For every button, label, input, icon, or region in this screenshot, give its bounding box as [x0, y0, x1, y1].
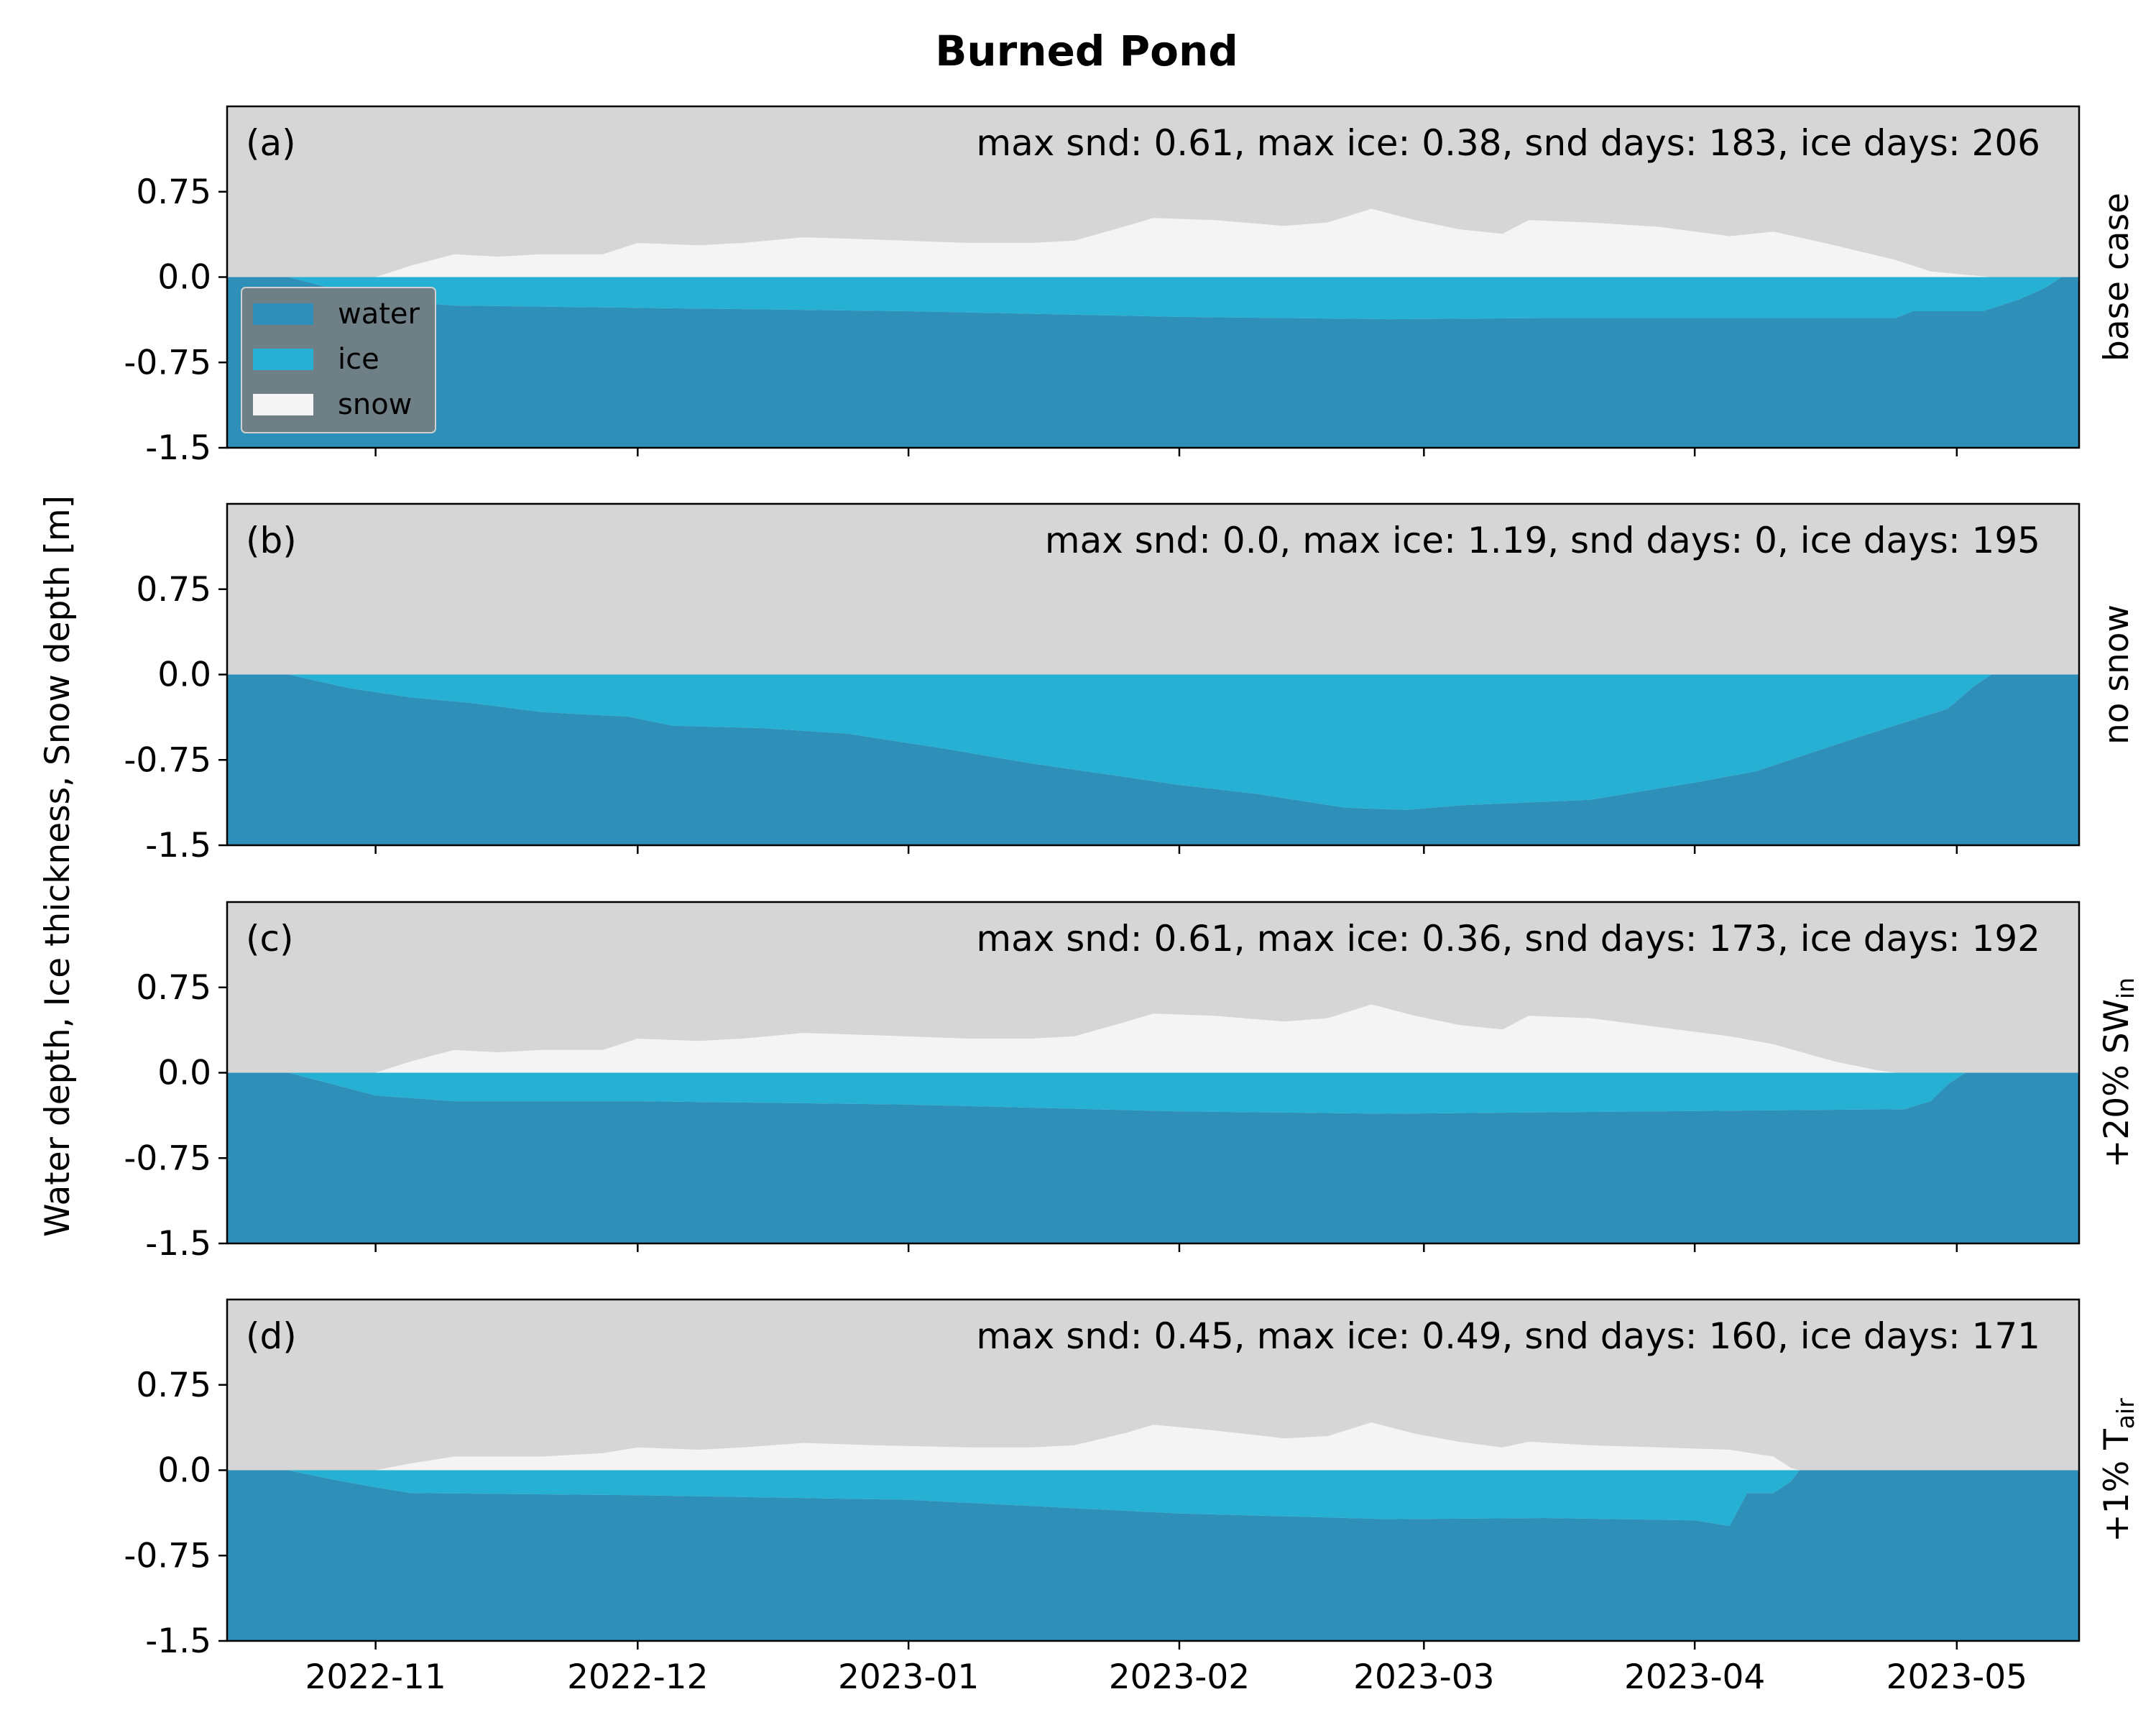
water-area [227, 674, 2079, 845]
y-tick-label: -1.5 [145, 826, 211, 865]
y-tick-label: -0.75 [124, 1536, 211, 1576]
y-tick-label: 0.75 [136, 968, 211, 1008]
water-area [227, 1072, 2079, 1243]
panel-side-label: +20% SWin [2097, 978, 2139, 1168]
x-tick-label: 2022-12 [567, 1657, 708, 1697]
snow-area [227, 208, 2079, 277]
y-tick-label: -1.5 [145, 1224, 211, 1264]
panel-a: 0.75 0.0 -0.75 -1.5 (a) max snd: 0.61, max ic… [124, 105, 2137, 468]
y-tick-label: -0.75 [124, 1138, 211, 1178]
x-tick-label: 2023-03 [1353, 1657, 1494, 1697]
panel-stats-annotation: max snd: 0.0, max ice: 1.19, snd days: 0… [1045, 520, 2040, 561]
panel-side-label-subscript: in [2111, 978, 2139, 999]
legend-swatch-water [253, 303, 313, 325]
panel-side-label: +1% Tair [2097, 1398, 2139, 1542]
panel-tag: (c) [246, 918, 294, 960]
panel-side-label: no snow [2097, 604, 2137, 745]
y-tick-label: 0.0 [157, 656, 211, 695]
x-tick-label: 2023-02 [1109, 1657, 1250, 1697]
ice-area [227, 277, 2079, 320]
ice-area [227, 1072, 2079, 1114]
x-tick-label: 2023-01 [838, 1657, 979, 1697]
legend-swatch-snow [253, 394, 313, 415]
x-tick-label: 2023-04 [1624, 1657, 1765, 1697]
panel-tag: (a) [246, 122, 296, 164]
panel-b: 0.75 0.0 -0.75 -1.5 (b) max snd: 0.0, max ice… [124, 502, 2137, 865]
water-area [227, 277, 2079, 448]
panel-side-label: base case [2097, 193, 2137, 362]
snow-area [227, 1422, 2079, 1471]
y-axis-label: Water depth, Ice thickness, Snow depth [… [38, 495, 78, 1237]
y-tick-label: 0.0 [157, 1054, 211, 1093]
y-tick-label: -1.5 [145, 428, 211, 468]
legend-label-ice: ice [338, 343, 379, 376]
panel-stats-annotation: max snd: 0.45, max ice: 0.49, snd days: … [976, 1315, 2040, 1357]
y-tick-label: 0.75 [136, 172, 211, 212]
legend-label-snow: snow [338, 388, 412, 421]
panel-side-label-subscript: air [2111, 1398, 2139, 1429]
y-tick-label: -0.75 [124, 740, 211, 780]
panels: 0.75 0.0 -0.75 -1.5 (a) max snd: 0.61, max ic… [124, 105, 2139, 1697]
snow-area [227, 1004, 2079, 1073]
legend: water ice snow [241, 287, 436, 433]
water-area [227, 1470, 2079, 1641]
legend-label-water: water [338, 298, 420, 331]
panel-tag: (d) [246, 1315, 297, 1357]
y-tick-label: 0.0 [157, 258, 211, 298]
y-tick-label: 0.0 [157, 1451, 211, 1491]
x-tick-label: 2022-11 [305, 1657, 446, 1697]
y-tick-label: 0.75 [136, 1366, 211, 1405]
panel-stats-annotation: max snd: 0.61, max ice: 0.36, snd days: … [976, 918, 2040, 960]
panel-stats-annotation: max snd: 0.61, max ice: 0.38, snd days: … [976, 122, 2040, 164]
ice-area [227, 1470, 2079, 1527]
y-tick-label: -1.5 [145, 1622, 211, 1661]
chart-title: Burned Pond [935, 27, 1238, 75]
y-tick-label: 0.75 [136, 570, 211, 610]
legend-swatch-ice [253, 349, 313, 370]
panel-c: 0.75 0.0 -0.75 -1.5 (c) max snd: 0.61, max ic… [124, 901, 2139, 1264]
y-tick-label: -0.75 [124, 343, 211, 382]
panel-tag: (b) [246, 520, 297, 561]
ice-area [227, 674, 2079, 810]
panel-d: 0.75 0.0 -0.75 -1.5 2022-11 2022-12 2023-01 202… [124, 1298, 2139, 1697]
x-tick-label: 2023-05 [1886, 1657, 2027, 1697]
